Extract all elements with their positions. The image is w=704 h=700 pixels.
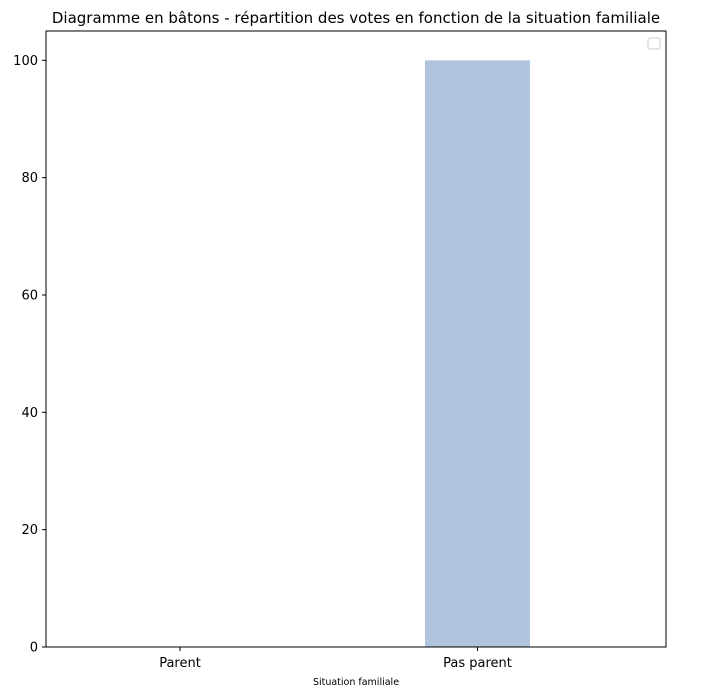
- legend-box: [647, 37, 661, 50]
- x-axis-label: Situation familiale: [313, 677, 399, 688]
- y-tick-label: 80: [21, 171, 38, 186]
- y-tick-label: 0: [30, 641, 38, 656]
- y-tick-label: 100: [13, 54, 38, 69]
- y-tick-label: 20: [21, 523, 38, 538]
- bar-pas-parent: [425, 60, 530, 648]
- y-tick-label: 40: [21, 406, 38, 421]
- chart-title: Diagramme en bâtons - répartition des vo…: [52, 9, 660, 27]
- plot-area: 0 20 40 60 80 100 Parent Pas parent: [13, 30, 667, 671]
- plot-frame: [45, 30, 667, 648]
- x-tick-label: Parent: [159, 656, 201, 671]
- x-tick-label: Pas parent: [443, 656, 512, 671]
- y-tick-label: 60: [21, 289, 38, 304]
